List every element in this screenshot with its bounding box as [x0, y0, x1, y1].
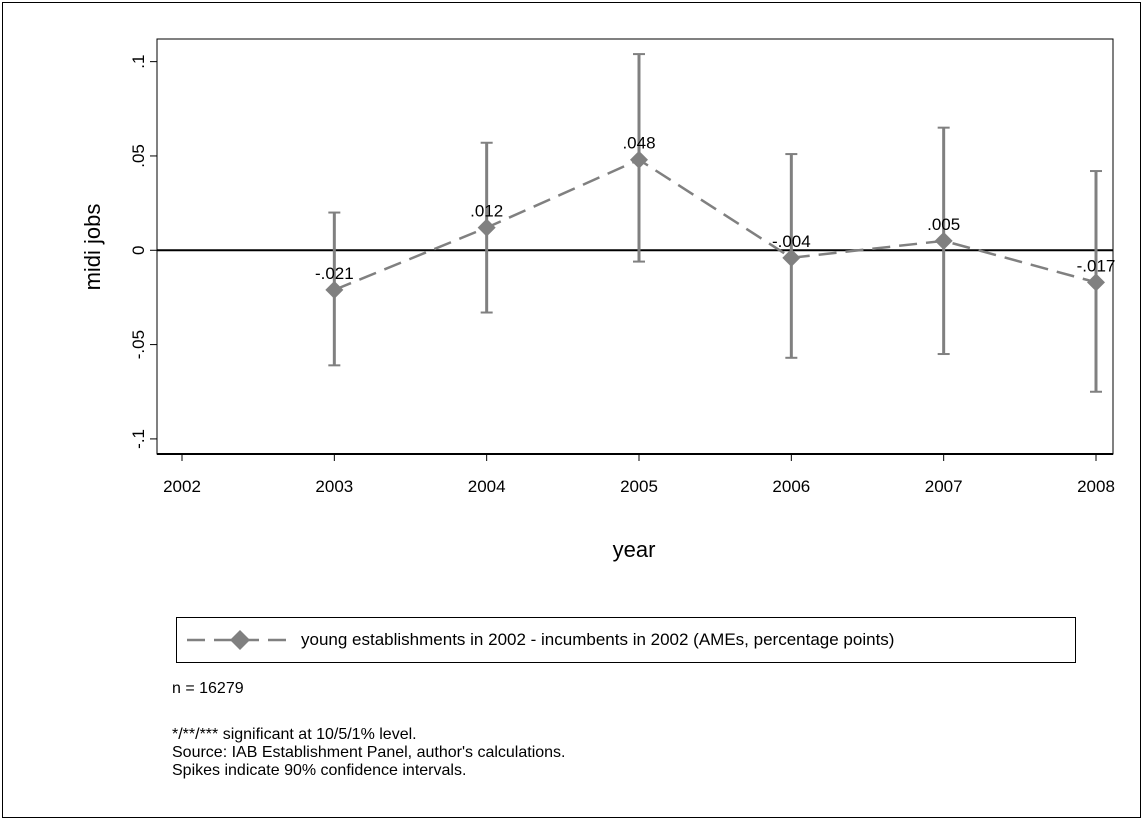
plot-area-border — [156, 38, 1114, 455]
y-tick-label: .1 — [129, 55, 148, 69]
series-markers — [325, 150, 1105, 299]
data-label: -.004 — [772, 232, 811, 251]
data-point-diamond — [934, 231, 953, 250]
data-point-diamond — [1087, 273, 1105, 292]
x-tick-label: 2007 — [925, 477, 963, 496]
data-point-diamond — [782, 248, 801, 267]
x-tick-label: 2006 — [772, 477, 810, 496]
x-tick-label: 2002 — [163, 477, 201, 496]
data-label: -.021 — [315, 264, 354, 283]
x-tick-label: 2003 — [315, 477, 353, 496]
legend-key — [187, 630, 293, 650]
y-tick-label: 0 — [129, 246, 148, 255]
significance-note: */**/*** significant at 10/5/1% level. — [172, 726, 417, 743]
legend-label: young establishments in 2002 - incumbent… — [301, 630, 895, 649]
data-labels: -.021 .012 .048 -.004 .005 -.017 — [315, 134, 1115, 283]
data-label: -.017 — [1077, 256, 1116, 275]
data-label: .005 — [927, 215, 960, 234]
y-axis-title: midi jobs — [80, 204, 105, 291]
source-note: Source: IAB Establishment Panel, author'… — [172, 744, 566, 761]
data-label: .048 — [622, 134, 655, 153]
x-tick-label: 2005 — [620, 477, 658, 496]
data-point-diamond — [325, 280, 344, 299]
sample-size-note: n = 16279 — [172, 680, 244, 697]
x-axis-title: year — [613, 537, 656, 562]
legend: young establishments in 2002 - incumbent… — [176, 617, 1076, 663]
y-axis: .1 .05 0 -.05 -.1 — [129, 55, 157, 449]
x-axis: 2002 2003 2004 2005 2006 2007 2008 — [157, 453, 1115, 496]
data-point-diamond — [630, 150, 648, 169]
legend-diamond-icon — [230, 630, 250, 650]
y-tick-label: -.1 — [129, 429, 148, 449]
data-point-diamond — [477, 218, 496, 237]
x-tick-label: 2008 — [1077, 477, 1115, 496]
x-tick-label: 2004 — [468, 477, 506, 496]
confidence-interval-spikes — [328, 53, 1102, 393]
spikes-note: Spikes indicate 90% confidence intervals… — [172, 762, 467, 779]
series-line — [333, 158, 1097, 292]
data-label: .012 — [470, 202, 503, 221]
y-tick-label: -.05 — [129, 330, 148, 359]
y-tick-label: .05 — [129, 144, 148, 168]
